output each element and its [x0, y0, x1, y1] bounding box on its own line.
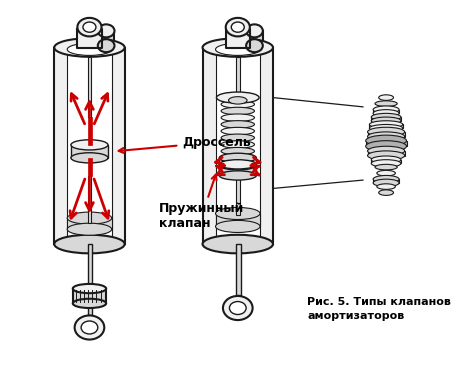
Ellipse shape — [71, 153, 108, 163]
Bar — [88, 57, 91, 117]
Ellipse shape — [219, 171, 256, 180]
Ellipse shape — [373, 175, 399, 183]
Ellipse shape — [246, 39, 263, 52]
Ellipse shape — [219, 160, 256, 169]
Bar — [367, 151, 405, 156]
Ellipse shape — [73, 284, 106, 293]
Bar — [369, 125, 403, 128]
Bar — [88, 244, 92, 289]
Ellipse shape — [228, 97, 247, 104]
Ellipse shape — [217, 92, 259, 103]
Ellipse shape — [371, 160, 401, 167]
Ellipse shape — [54, 38, 125, 57]
Ellipse shape — [216, 43, 260, 55]
Ellipse shape — [231, 22, 244, 32]
Ellipse shape — [373, 110, 399, 117]
Bar — [71, 145, 108, 158]
Ellipse shape — [216, 220, 260, 232]
Ellipse shape — [71, 140, 108, 150]
Bar — [373, 179, 399, 183]
Ellipse shape — [81, 321, 98, 334]
Bar — [202, 47, 273, 244]
Ellipse shape — [54, 235, 125, 253]
Bar — [88, 158, 92, 177]
Ellipse shape — [369, 125, 403, 132]
Bar — [73, 289, 106, 303]
Bar — [219, 165, 256, 175]
Ellipse shape — [67, 212, 112, 224]
Ellipse shape — [375, 101, 397, 106]
Bar — [219, 158, 256, 165]
Ellipse shape — [229, 301, 246, 315]
Bar — [67, 49, 112, 242]
Ellipse shape — [221, 114, 255, 121]
Bar — [54, 47, 125, 244]
Ellipse shape — [67, 223, 112, 235]
Ellipse shape — [221, 107, 255, 115]
Ellipse shape — [223, 296, 253, 320]
Bar — [371, 160, 401, 163]
Bar — [246, 31, 263, 46]
Ellipse shape — [202, 235, 273, 253]
Ellipse shape — [246, 24, 263, 37]
Ellipse shape — [367, 146, 405, 156]
Text: Пружинный
клапан: Пружинный клапан — [159, 175, 244, 230]
Polygon shape — [77, 29, 101, 47]
Bar — [216, 49, 260, 242]
Ellipse shape — [373, 106, 399, 113]
Ellipse shape — [366, 141, 407, 152]
Bar — [373, 110, 399, 113]
Bar — [366, 141, 407, 146]
Ellipse shape — [77, 18, 101, 36]
Ellipse shape — [375, 165, 397, 170]
Ellipse shape — [371, 156, 401, 163]
Text: Рис. 5. Типы клапанов: Рис. 5. Типы клапанов — [307, 297, 451, 307]
Ellipse shape — [221, 94, 255, 101]
Ellipse shape — [373, 179, 399, 187]
Text: Дроссель: Дроссель — [118, 135, 251, 153]
Polygon shape — [226, 29, 250, 47]
Bar — [88, 117, 92, 145]
Ellipse shape — [367, 127, 405, 137]
Ellipse shape — [202, 38, 273, 57]
Ellipse shape — [74, 315, 104, 340]
Ellipse shape — [366, 135, 407, 146]
Ellipse shape — [221, 147, 255, 155]
Ellipse shape — [83, 22, 96, 32]
Bar — [216, 213, 260, 227]
Bar — [88, 177, 91, 223]
Bar — [98, 31, 115, 46]
Ellipse shape — [221, 134, 255, 142]
Ellipse shape — [221, 121, 255, 128]
Ellipse shape — [221, 127, 255, 135]
Ellipse shape — [221, 141, 255, 148]
Ellipse shape — [221, 100, 255, 108]
Ellipse shape — [369, 121, 403, 128]
Ellipse shape — [73, 299, 106, 308]
Ellipse shape — [216, 208, 260, 220]
Ellipse shape — [379, 95, 393, 100]
Ellipse shape — [219, 161, 256, 170]
Ellipse shape — [98, 39, 115, 52]
Ellipse shape — [98, 24, 115, 37]
Ellipse shape — [377, 184, 395, 189]
Ellipse shape — [367, 132, 405, 141]
Bar — [236, 175, 240, 215]
Bar — [236, 244, 241, 295]
Ellipse shape — [377, 170, 395, 176]
Ellipse shape — [67, 43, 112, 55]
Bar — [236, 57, 240, 98]
Ellipse shape — [367, 151, 405, 160]
Bar — [367, 132, 405, 137]
Bar — [67, 218, 112, 229]
Ellipse shape — [371, 117, 401, 125]
Bar — [371, 117, 401, 121]
Ellipse shape — [371, 113, 401, 121]
Bar — [88, 303, 92, 315]
Ellipse shape — [226, 18, 250, 36]
Text: амортизаторов: амортизаторов — [307, 311, 404, 321]
Ellipse shape — [219, 153, 256, 163]
Ellipse shape — [379, 190, 393, 196]
